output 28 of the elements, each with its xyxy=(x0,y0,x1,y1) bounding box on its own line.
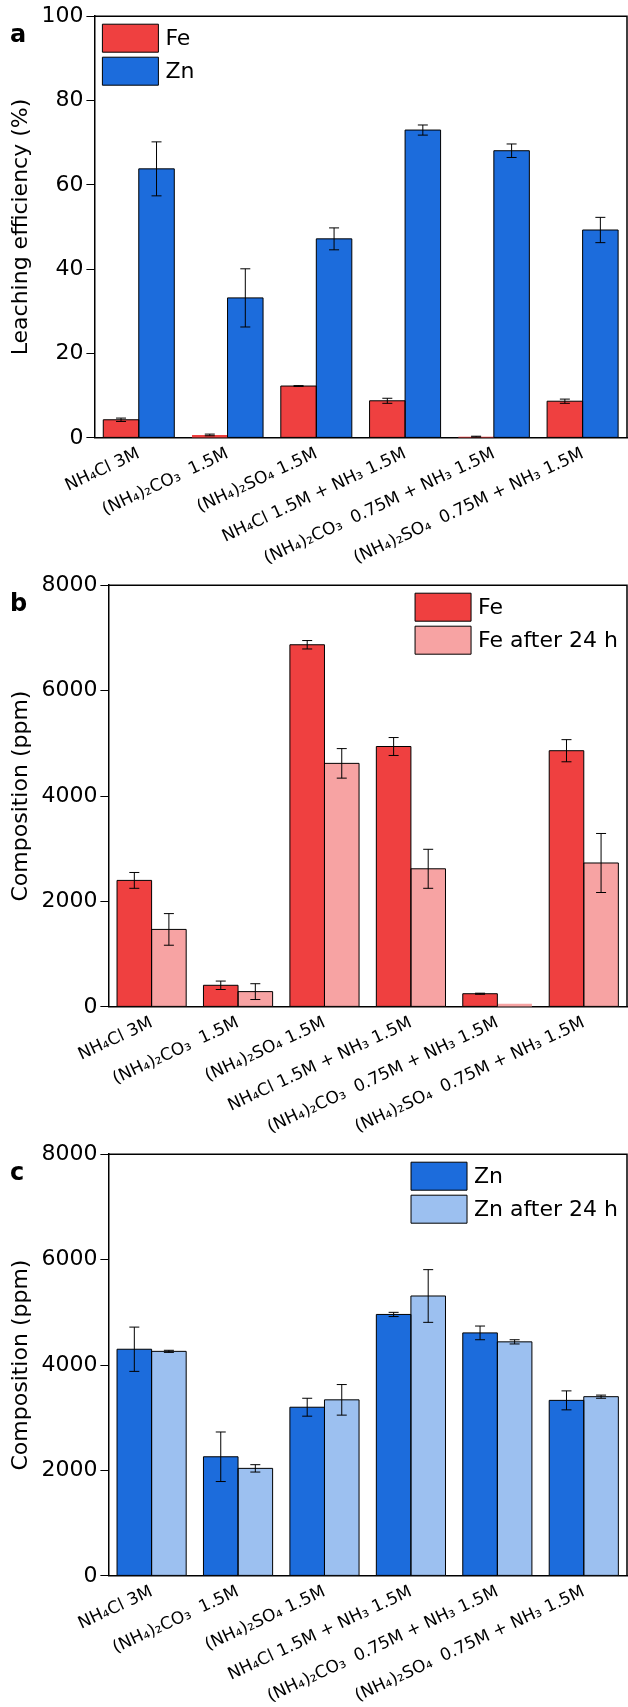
y-axis-title: Composition (ppm) xyxy=(6,690,32,902)
y-tick-label: 0 xyxy=(69,423,84,449)
y-tick-label: 40 xyxy=(55,254,84,280)
y-tick-label: 60 xyxy=(55,170,84,196)
y-axis-title: Leaching efficiency (%) xyxy=(6,98,32,356)
legend-label: Fe xyxy=(478,593,504,619)
chart-title: a xyxy=(10,20,27,49)
y-tick-label: 100 xyxy=(41,1,84,27)
y-tick-label: 4000 xyxy=(41,781,98,807)
y-tick-label: 6000 xyxy=(41,1245,98,1271)
y-tick-label: 20 xyxy=(55,339,84,365)
y-tick-label: 8000 xyxy=(41,570,98,596)
legend-label: Zn after 24 h xyxy=(474,1195,619,1221)
y-tick-label: 2000 xyxy=(41,887,98,913)
legend-label: Zn xyxy=(474,1162,504,1188)
y-tick-label: 2000 xyxy=(41,1456,98,1482)
legend-label: Zn xyxy=(165,57,195,83)
legend-label: Fe xyxy=(165,24,191,50)
y-tick-label: 4000 xyxy=(41,1350,98,1376)
y-tick-label: 6000 xyxy=(41,676,98,702)
y-tick-label: 8000 xyxy=(41,1139,98,1165)
legend-label: Fe after 24 h xyxy=(478,626,618,652)
y-tick-label: 80 xyxy=(55,86,84,112)
chart-title: c xyxy=(10,1158,25,1187)
y-tick-label: 0 xyxy=(83,1561,98,1587)
y-tick-label: 0 xyxy=(83,992,98,1018)
chart-title: b xyxy=(10,589,28,618)
y-axis-title: Composition (ppm) xyxy=(6,1259,32,1471)
